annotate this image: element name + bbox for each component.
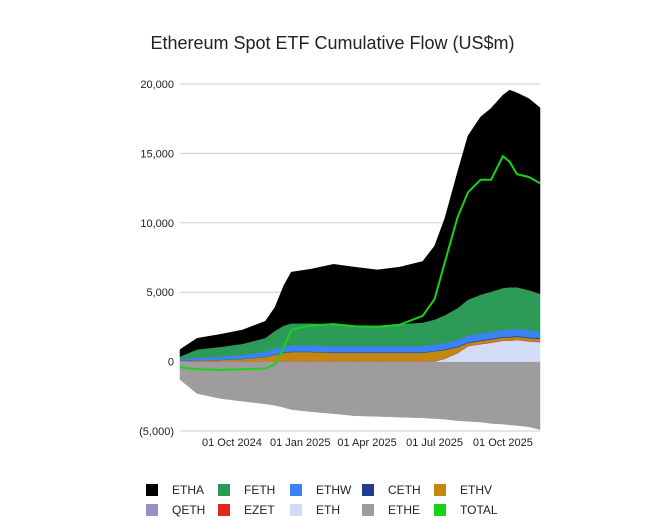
x-tick-label: 01 Jul 2025 [406,437,463,449]
legend-row: ETHA FETH ETHW CETH ETHV [146,481,566,499]
legend-label: ETHE [388,503,421,517]
x-tick-label: 01 Jan 2025 [270,437,331,449]
area-etha [179,89,541,357]
legend-swatch [218,484,230,496]
y-tick-label: 5,000 [146,287,174,299]
legend-swatch [362,484,374,496]
y-tick-label: 0 [168,357,174,369]
legend-item-etha: ETHA [146,481,218,499]
y-tick-label: 15,000 [140,148,174,160]
legend-swatch [146,504,158,516]
legend-label: ETHV [460,483,493,497]
legend-swatch [362,504,374,516]
legend-item-feth: FETH [218,481,290,499]
legend-label: TOTAL [460,503,498,517]
x-tick-label: 01 Oct 2025 [473,437,533,449]
legend-item-ezet: EZET [218,501,290,519]
legend-swatch [146,484,158,496]
legend-label: ETHW [316,483,352,497]
legend-swatch [434,504,446,516]
legend-item-qeth: QETH [146,501,218,519]
legend-label: CETH [388,483,421,497]
y-tick-label: 20,000 [140,79,174,91]
legend-label: ETH [316,503,340,517]
legend-row: QETH EZET ETH ETHE TOTAL [146,501,566,519]
legend-swatch [290,504,302,516]
legend-label: ETHA [172,483,205,497]
legend-item-ethv: ETHV [434,481,506,499]
legend-swatch [434,484,446,496]
x-tick-label: 01 Oct 2024 [202,437,262,449]
total-line [179,154,541,371]
y-tick-label: 10,000 [140,218,174,230]
legend-item-total: TOTAL [434,501,506,519]
chart-title: Ethereum Spot ETF Cumulative Flow (US$m) [150,33,515,53]
legend-label: FETH [244,483,276,497]
legend-item-ethw: ETHW [290,481,362,499]
legend-item-eth: ETH [290,501,362,519]
line-total [179,154,541,371]
stacked-areas [179,89,541,430]
legend-swatch [218,504,230,516]
legend-item-ceth: CETH [362,481,434,499]
area-ethe [179,361,541,430]
legend-swatch [290,484,302,496]
axes: 20,000 15,000 10,000 5,000 0 (5,000) 01 Oct 20… [139,79,533,449]
legend-item-ethe: ETHE [362,501,434,519]
legend-label: EZET [244,503,275,517]
legend: ETHA FETH ETHW CETH ETHV QETH EZET ETH ETHE TOTAL [146,481,566,521]
y-tick-label: (5,000) [139,426,174,438]
legend-label: QETH [172,503,206,517]
chart-area: 20,000 15,000 10,000 5,000 0 (5,000) 01 Oct 20… [139,79,541,449]
x-tick-label: 01 Apr 2025 [337,437,396,449]
